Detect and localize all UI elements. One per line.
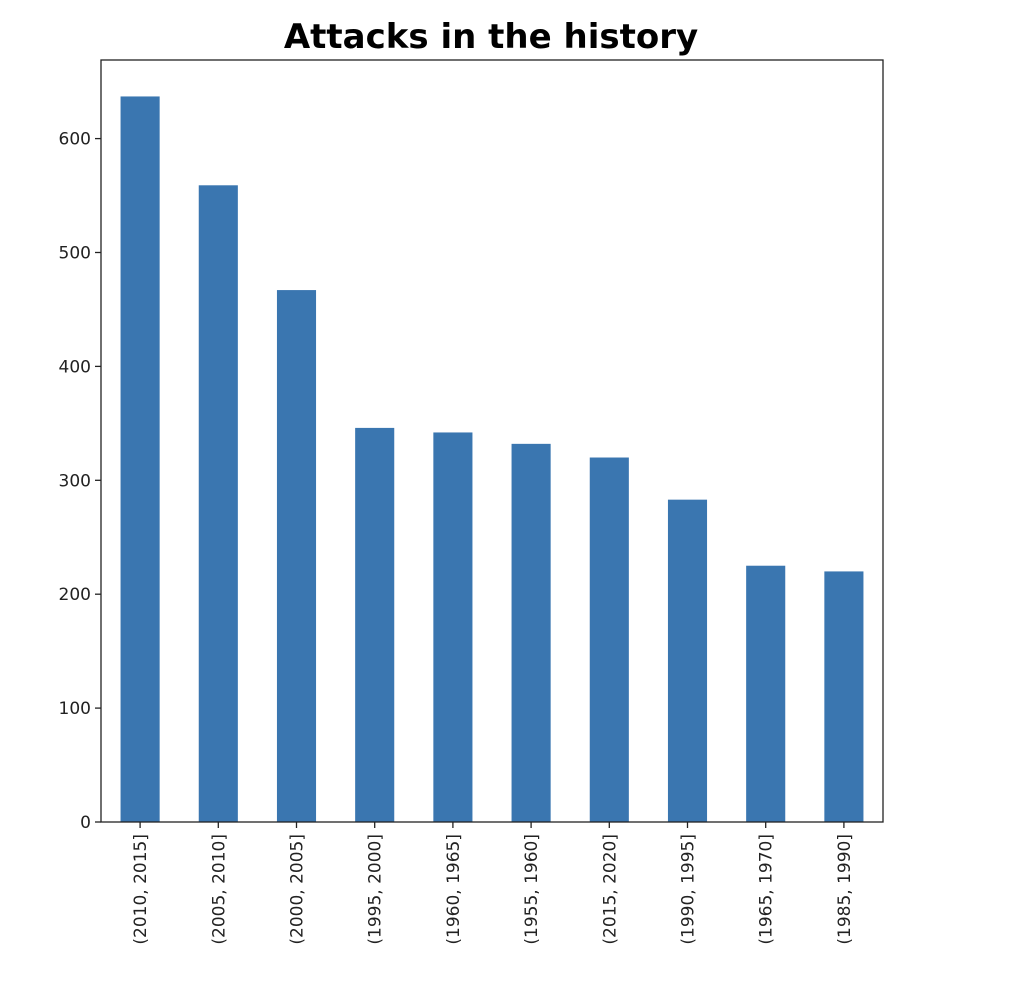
bar-9 <box>824 571 864 822</box>
bar-4 <box>433 432 473 822</box>
x-tick-label-6: (2015, 2020] <box>600 834 620 945</box>
plot-frame <box>100 59 884 823</box>
x-tick-label-9: (1985, 1990] <box>835 834 855 945</box>
y-tick-label-2: 200 <box>59 585 91 605</box>
bar-1 <box>198 185 238 822</box>
y-tick-label-1: 100 <box>59 699 91 719</box>
bar-0 <box>120 96 160 823</box>
bar-3 <box>355 427 395 822</box>
x-tick-label-7: (1990, 1995] <box>679 834 699 945</box>
y-tick-label-6: 600 <box>59 130 91 150</box>
y-tick-label-3: 300 <box>59 471 91 491</box>
bar-8 <box>746 565 786 822</box>
chart-title: Attacks in the history <box>284 17 698 57</box>
y-tick-label-5: 500 <box>59 243 91 263</box>
x-tick-label-0: (2010, 2015] <box>131 834 151 945</box>
bar-5 <box>511 443 551 822</box>
bar-7 <box>667 499 708 822</box>
x-axis: (2010, 2015] (2005, 2010] (2000, 2005] (199… <box>131 822 855 945</box>
x-tick-label-3: (1995, 2000] <box>366 834 386 945</box>
y-tick-label-0: 0 <box>80 813 91 833</box>
bars-layer <box>120 96 864 823</box>
x-tick-label-1: (2005, 2010] <box>209 834 229 945</box>
x-tick-label-5: (1955, 1960] <box>522 834 542 945</box>
bar-6 <box>589 457 629 822</box>
x-tick-label-8: (1965, 1970] <box>757 834 777 945</box>
x-tick-label-2: (2000, 2005] <box>288 834 308 945</box>
x-tick-label-4: (1960, 1965] <box>444 834 464 945</box>
bar-2 <box>276 290 317 823</box>
y-tick-label-4: 400 <box>59 357 91 377</box>
y-axis: 0 100 200 300 400 500 600 <box>59 130 101 833</box>
